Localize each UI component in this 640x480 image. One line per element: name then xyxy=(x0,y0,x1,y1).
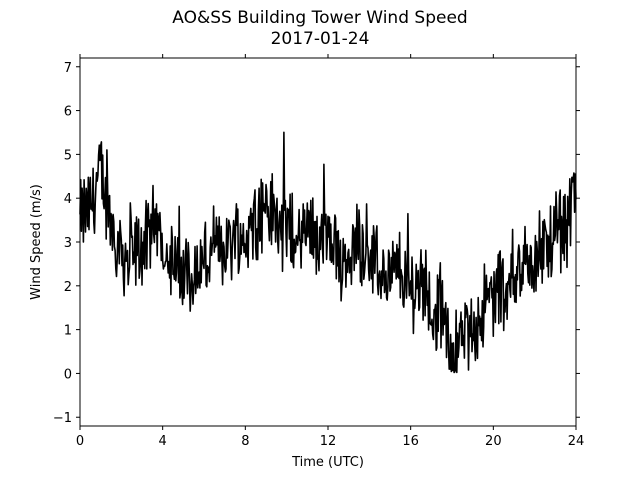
x-tick-label: 16 xyxy=(402,434,419,449)
y-tick-label: 7 xyxy=(64,61,72,76)
y-tick-label: 5 xyxy=(64,148,72,163)
chart-title: AO&SS Building Tower Wind Speed xyxy=(172,8,468,28)
y-tick-label: 1 xyxy=(64,324,72,339)
x-tick-label: 12 xyxy=(320,434,337,449)
y-tick-label: −1 xyxy=(53,411,72,426)
wind-speed-series-line xyxy=(79,131,577,374)
x-tick-label: 8 xyxy=(241,434,249,449)
y-axis-label: Wind Speed (m/s) xyxy=(29,184,44,300)
x-tick-label: 24 xyxy=(568,434,585,449)
x-tick-label: 4 xyxy=(159,434,167,449)
chart-subtitle: 2017-01-24 xyxy=(270,29,370,49)
y-tick-label: 3 xyxy=(64,236,72,251)
x-tick-label: 0 xyxy=(76,434,84,449)
x-axis-label: Time (UTC) xyxy=(291,455,364,470)
y-tick-label: 2 xyxy=(64,280,72,295)
y-tick-label: 6 xyxy=(64,105,72,120)
y-tick-label: 0 xyxy=(64,367,72,382)
y-tick-label: 4 xyxy=(64,192,72,207)
x-tick-label: 20 xyxy=(485,434,502,449)
